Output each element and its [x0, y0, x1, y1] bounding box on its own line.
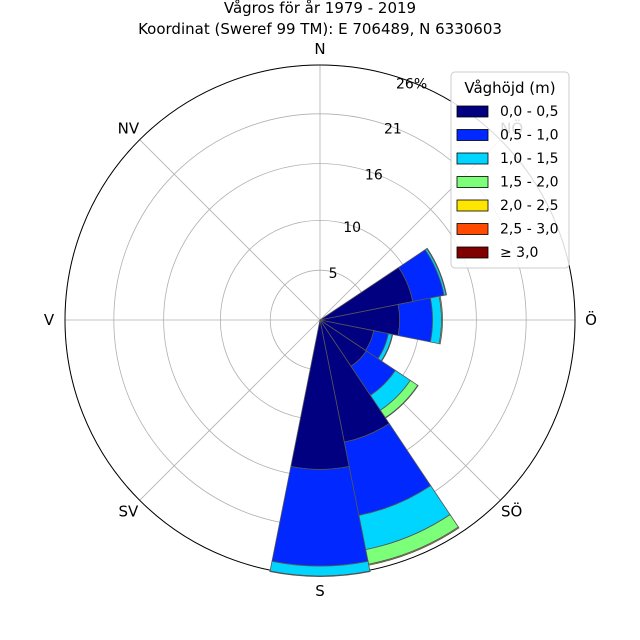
legend-label: 2,5 - 3,0	[500, 222, 558, 238]
legend-title: Våghöjd (m)	[464, 79, 555, 97]
direction-label: S	[315, 582, 325, 600]
grid-spoke	[139, 139, 321, 321]
legend-swatch	[456, 129, 489, 141]
radial-tick-label: 16	[365, 168, 383, 184]
grid-spoke	[139, 319, 321, 501]
legend-label: ≥ 3,0	[500, 245, 538, 261]
legend-label: 1,5 - 2,0	[500, 175, 558, 191]
direction-label: SV	[118, 503, 139, 521]
bar-segment	[438, 295, 443, 345]
legend-swatch	[456, 176, 489, 188]
direction-label: N	[314, 40, 325, 58]
legend-label: 0,5 - 1,0	[500, 128, 558, 144]
radial-tick-label: 26%	[396, 76, 427, 92]
legend-label: 0,0 - 0,5	[500, 104, 558, 120]
direction-label: Ö	[585, 310, 597, 329]
sector-bars	[269, 247, 460, 577]
bar-segment	[426, 247, 447, 296]
radial-tick-label: 10	[343, 220, 361, 236]
chart-title: Vågros för år 1979 - 2019	[224, 0, 416, 17]
legend-swatch	[456, 246, 489, 259]
bar-segment	[269, 570, 371, 577]
bar-segment	[397, 297, 433, 343]
chart-subtitle: Koordinat (Sweref 99 TM): E 706489, N 63…	[138, 20, 502, 38]
direction-label: NV	[118, 119, 140, 137]
legend-swatch	[456, 152, 489, 165]
legend-swatch	[456, 199, 489, 212]
legend-swatch	[456, 105, 489, 118]
direction-label: V	[44, 311, 55, 329]
legend-box	[450, 71, 570, 269]
radial-tick-label: 21	[384, 122, 402, 138]
legend: Våghöjd (m) 0,0 - 0,5 0,5 - 1,0 1,0 - 1,5 1,…	[450, 71, 570, 269]
legend-label: 1,0 - 1,5	[500, 151, 558, 167]
legend-label: 2,0 - 2,5	[500, 198, 558, 214]
direction-label: SÖ	[501, 502, 522, 521]
legend-swatch	[456, 223, 489, 235]
radial-tick-label: 5	[329, 266, 338, 282]
